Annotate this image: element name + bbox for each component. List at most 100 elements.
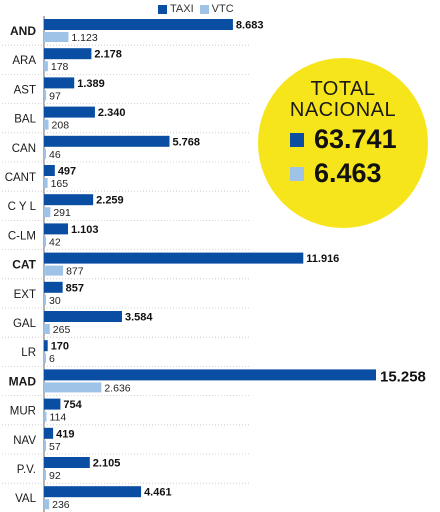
vtc-bar-val [44, 499, 50, 510]
legend-label-vtc: VTC [211, 3, 234, 15]
taxi-value-label-cat: 11.916 [306, 253, 339, 265]
taxi-value-label-bal: 2.340 [98, 107, 126, 119]
vtc-value-label-p-v-: 92 [49, 470, 61, 482]
total-vtc-row: 6.463 [290, 158, 382, 189]
taxi-value-label-cant: 497 [58, 166, 76, 178]
vtc-bar-cat [44, 265, 64, 276]
taxi-bar-and [44, 19, 233, 30]
taxi-bar-ast [44, 77, 75, 89]
category-label-c-lm: C-LM [8, 230, 36, 242]
category-label-and: AND [10, 24, 36, 38]
category-label-c-y-l: C Y L [8, 201, 37, 213]
vtc-bar-bal [44, 119, 49, 130]
legend-item-taxi: TAXI [158, 3, 194, 15]
total-title-line2: NACIONAL [289, 99, 397, 121]
vtc-value-label-val: 236 [52, 499, 70, 511]
taxi-bar-lr [44, 340, 48, 352]
category-label-mur: MUR [10, 406, 36, 418]
vtc-bar-lr [44, 353, 46, 364]
vtc-value-label-bal: 208 [52, 120, 70, 132]
category-label-nav: NAV [13, 435, 36, 447]
taxi-value-label-val: 4.461 [144, 487, 172, 499]
taxi-value-label-c-lm: 1.103 [71, 224, 99, 236]
total-taxi-value: 63.741 [314, 124, 397, 154]
taxi-bar-bal [44, 106, 95, 118]
category-label-cat: CAT [12, 258, 36, 272]
taxi-value-label-lr: 170 [51, 341, 69, 353]
category-label-val: VAL [15, 493, 36, 505]
vtc-value-label-ast: 97 [49, 90, 61, 102]
category-label-ara: ARA [12, 55, 36, 67]
taxi-bar-gal [44, 311, 122, 322]
taxi-bar-ara [44, 48, 92, 60]
category-label-can: CAN [12, 143, 36, 155]
category-label-p-v-: P.V. [17, 464, 36, 476]
taxi-bar-c-lm [44, 223, 69, 235]
vtc-value-label-mur: 114 [49, 412, 66, 424]
category-label-mad: MAD [9, 374, 37, 388]
taxi-value-label-mur: 754 [63, 399, 82, 411]
taxi-value-label-nav: 419 [56, 428, 74, 440]
vtc-bar-mad [44, 382, 102, 393]
vtc-value-label-and: 1.123 [71, 32, 97, 44]
vtc-value-label-nav: 57 [49, 441, 61, 453]
chart-legend: TAXI VTC [158, 3, 234, 15]
total-nacional-badge: TOTAL NACIONAL 63.741 6.463 [258, 58, 428, 228]
total-title-line1: TOTAL [310, 78, 376, 100]
taxi-value-label-p-v-: 2.105 [93, 458, 121, 470]
vtc-bar-ast [44, 90, 47, 101]
category-label-gal: GAL [13, 318, 37, 330]
vtc-bar-nav [44, 440, 46, 451]
vtc-value-label-c-lm: 42 [49, 236, 61, 248]
vtc-bar-ext [44, 294, 46, 305]
taxi-bar-can [44, 135, 170, 147]
category-label-bal: BAL [14, 114, 36, 126]
vtc-value-label-ara: 178 [51, 61, 69, 73]
vtc-value-label-ext: 30 [49, 295, 61, 307]
taxi-value-label-ara: 2.178 [94, 49, 122, 61]
legend-swatch-taxi [158, 4, 167, 14]
vtc-value-label-cant: 165 [51, 178, 69, 190]
total-vtc-swatch [290, 166, 304, 181]
vtc-bar-mur [44, 411, 47, 422]
taxi-bar-val [44, 486, 142, 498]
vtc-bar-ara [44, 61, 48, 72]
vtc-value-label-gal: 265 [53, 324, 71, 336]
total-taxi-swatch [290, 132, 304, 147]
vtc-bar-c-lm [44, 236, 46, 247]
taxi-value-label-and: 8.683 [236, 20, 264, 32]
vtc-bar-cant [44, 178, 48, 188]
taxi-bar-mad [44, 369, 376, 381]
vtc-value-label-cat: 877 [66, 266, 84, 278]
category-label-ast: AST [14, 84, 36, 96]
vtc-bar-p-v- [44, 470, 47, 480]
vtc-bar-and [44, 32, 69, 42]
taxi-bar-nav [44, 427, 54, 439]
legend-swatch-vtc [199, 4, 209, 14]
total-taxi-row: 63.741 [290, 124, 397, 155]
vtc-value-label-c-y-l: 291 [53, 207, 71, 219]
taxi-value-label-c-y-l: 2.259 [96, 195, 124, 207]
category-label-ext: EXT [14, 289, 36, 301]
legend-item-vtc: VTC [199, 3, 234, 15]
taxi-value-label-gal: 3.584 [125, 312, 153, 324]
vtc-bar-gal [44, 324, 50, 334]
taxi-bar-ext [44, 281, 63, 293]
taxi-bar-c-y-l [44, 194, 94, 206]
total-vtc-value: 6.463 [314, 158, 382, 188]
vtc-value-label-lr: 6 [49, 353, 55, 365]
taxi-bar-mur [44, 398, 61, 410]
taxi-value-label-can: 5.768 [173, 136, 201, 148]
vtc-value-label-mad: 2.636 [104, 382, 130, 394]
taxi-bar-p-v- [44, 457, 90, 468]
taxi-bar-cat [44, 252, 304, 264]
taxi-value-label-mad: 15.258 [380, 368, 426, 385]
taxi-bar-cant [44, 165, 55, 176]
vtc-value-label-can: 46 [49, 149, 61, 161]
legend-label-taxi: TAXI [170, 3, 194, 15]
vtc-bar-can [44, 148, 46, 159]
vtc-bar-c-y-l [44, 207, 51, 218]
category-label-cant: CANT [5, 172, 36, 184]
category-label-lr: LR [21, 347, 36, 359]
